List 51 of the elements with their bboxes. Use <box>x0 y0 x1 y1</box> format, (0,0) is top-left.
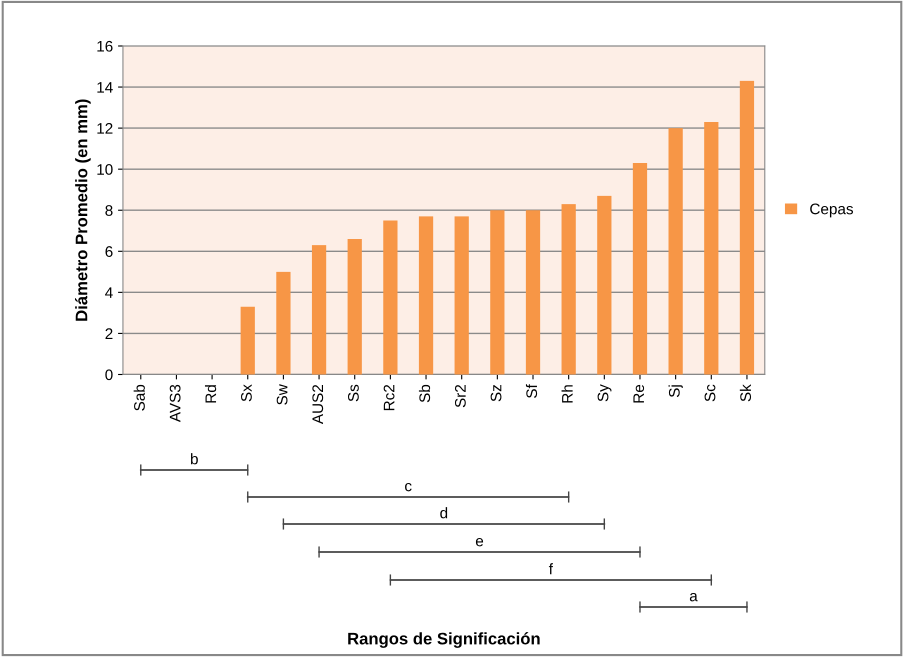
bar <box>740 80 754 374</box>
y-tick-label: 2 <box>105 328 112 339</box>
bar <box>454 216 469 374</box>
bar <box>597 196 612 374</box>
x-tick-label: Sz <box>490 384 502 402</box>
text: Rangos de Significación <box>348 632 540 648</box>
y-tick-label: 6 <box>106 246 113 257</box>
x-tick-label: Sy <box>598 384 612 402</box>
y-tick-label: 0 <box>105 369 113 380</box>
x-tick-label: Sk <box>740 384 752 402</box>
bar <box>704 122 718 374</box>
bar <box>490 210 504 374</box>
bar <box>348 238 362 374</box>
y-tick-label: 12 <box>97 122 112 134</box>
x-tick-label: Sr2 <box>454 384 466 408</box>
y-axis-title: Diámetro Promedio (en mm) <box>74 99 91 321</box>
text: d <box>440 507 448 518</box>
y-tick-label: 8 <box>105 205 113 216</box>
bar <box>383 220 398 374</box>
x-tick-label: AVS3 <box>170 384 181 422</box>
x-tick-label: Rh <box>562 385 573 402</box>
bar <box>312 245 326 374</box>
bar <box>562 204 576 374</box>
bar <box>632 163 648 374</box>
x-tick-label: Sj <box>668 385 683 398</box>
text: f <box>548 563 553 574</box>
x-tick-label: Sab <box>134 384 145 411</box>
bar <box>276 272 291 374</box>
y-tick-label: 10 <box>97 164 113 175</box>
x-tick-label: Rc2 <box>384 384 394 410</box>
x-tick-label: Sw <box>276 384 288 405</box>
text: e <box>476 538 484 546</box>
y-tick-label: 4 <box>105 287 113 298</box>
legend-label: Cepas <box>810 204 854 218</box>
bar <box>668 128 683 374</box>
text: c <box>405 482 412 492</box>
x-tick-label: AUS2 <box>312 384 324 424</box>
x-tick-label: Sf <box>526 384 538 398</box>
x-tick-label: Re <box>633 384 644 402</box>
y-tick-label: 14 <box>97 82 113 93</box>
bar <box>418 216 434 374</box>
bar <box>526 210 540 374</box>
x-tick-label: Rd <box>204 385 216 402</box>
x-tick-label: Sc <box>704 384 716 402</box>
x-tick-label: Sx <box>241 384 252 402</box>
y-tick-label: 16 <box>97 40 113 52</box>
x-tick-label: Sb <box>418 384 430 402</box>
text: b <box>191 453 198 464</box>
x-tick-label: Ss <box>348 384 359 402</box>
bar <box>240 306 255 374</box>
text: a <box>690 592 698 602</box>
